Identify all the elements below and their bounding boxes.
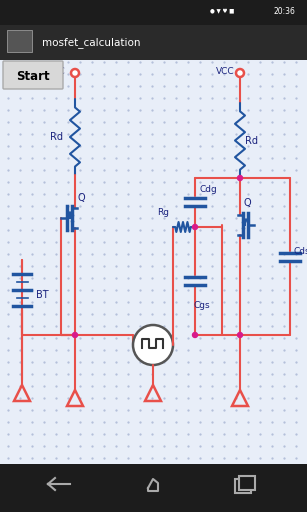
Text: Rd: Rd: [50, 132, 63, 142]
Text: Cdg: Cdg: [199, 185, 217, 194]
Text: BT: BT: [36, 290, 49, 300]
Text: 20:36: 20:36: [273, 8, 295, 16]
Bar: [0, 464, 307, 512]
Bar: [7, 30, 32, 52]
Text: Q: Q: [243, 198, 251, 208]
Bar: [0, 0, 307, 25]
Bar: [235, 479, 251, 493]
Text: Cds: Cds: [293, 247, 307, 256]
Text: Cgs: Cgs: [193, 302, 210, 310]
Text: VCC: VCC: [47, 68, 66, 76]
Text: Rg: Rg: [157, 208, 169, 217]
Text: mosfet_calculation: mosfet_calculation: [42, 37, 141, 49]
Circle shape: [238, 176, 243, 181]
Bar: [0, 60, 307, 464]
Circle shape: [192, 332, 197, 337]
Text: Q: Q: [78, 193, 86, 203]
Text: Start: Start: [16, 70, 50, 82]
Circle shape: [236, 69, 244, 77]
Circle shape: [192, 224, 197, 229]
Circle shape: [71, 69, 79, 77]
Text: VCC: VCC: [216, 68, 235, 76]
Circle shape: [238, 332, 243, 337]
Circle shape: [72, 332, 77, 337]
Text: ● ▼ ♥ ■: ● ▼ ♥ ■: [210, 9, 234, 14]
Bar: [0, 25, 307, 60]
Text: Rd: Rd: [245, 136, 258, 145]
FancyBboxPatch shape: [3, 61, 63, 89]
Bar: [239, 476, 255, 490]
Circle shape: [133, 325, 173, 365]
